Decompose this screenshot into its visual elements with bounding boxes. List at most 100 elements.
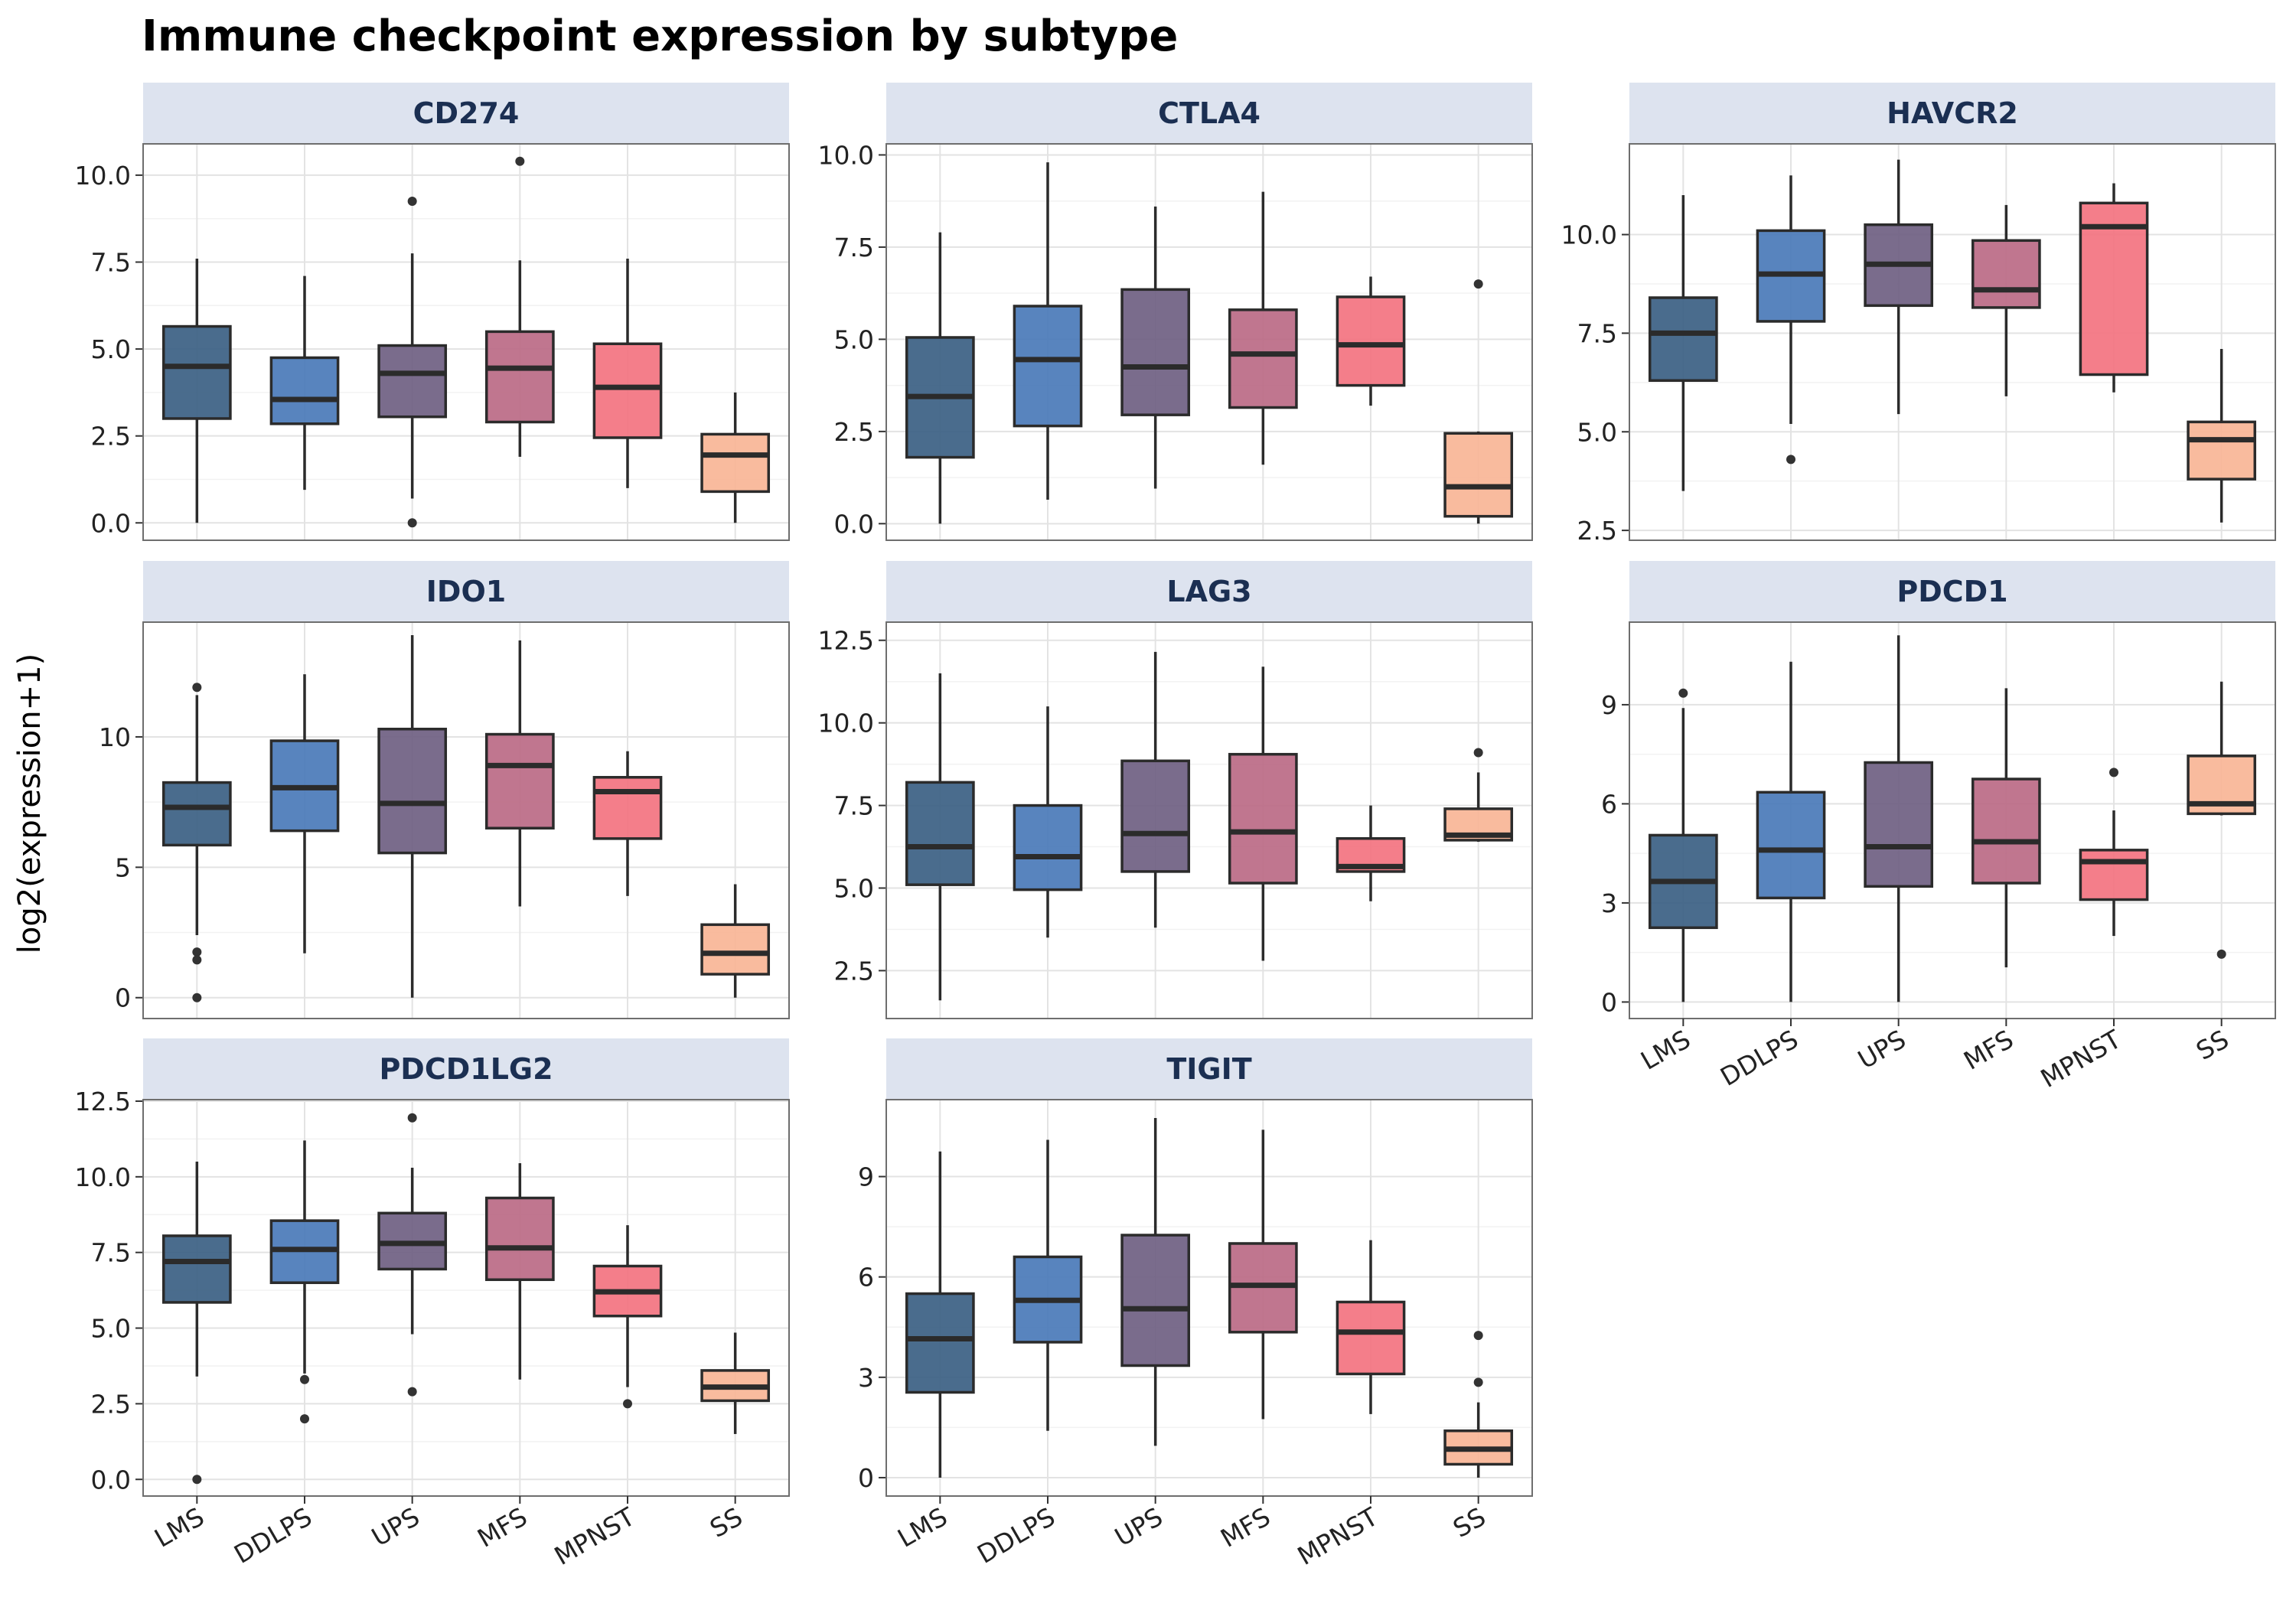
box-ss bbox=[700, 392, 771, 523]
x-tick-label: MFS bbox=[1215, 1501, 1275, 1553]
box-body bbox=[377, 727, 448, 855]
y-tick-label: 3 bbox=[858, 1363, 874, 1393]
box-ddlps bbox=[269, 674, 340, 953]
y-tick-label: 7.5 bbox=[1577, 318, 1617, 348]
facet-strip bbox=[1629, 561, 2275, 622]
box-lms bbox=[1648, 688, 1718, 1002]
facet-strip-label: PDCD1 bbox=[1896, 575, 2007, 608]
panel-ido1: IDO1 0 5 10 bbox=[99, 561, 790, 1019]
y-axis-label: log2(expression+1) bbox=[12, 654, 47, 953]
box-body bbox=[1013, 804, 1083, 892]
x-tick-label: MPNST bbox=[550, 1501, 641, 1571]
y-tick-label: 7.5 bbox=[91, 247, 131, 277]
box-ups bbox=[377, 196, 448, 528]
box-ddlps bbox=[269, 1140, 340, 1424]
outlier-point bbox=[2109, 768, 2118, 777]
box-mfs bbox=[1228, 191, 1298, 465]
panel-border bbox=[1629, 143, 2276, 541]
x-tick-label: SS bbox=[2191, 1024, 2234, 1066]
plot-area bbox=[1629, 622, 2275, 1019]
box-lms bbox=[905, 1151, 975, 1478]
y-tick-label: 12.5 bbox=[818, 626, 874, 656]
box-ddlps bbox=[269, 275, 340, 491]
x-tick-label: DDLPS bbox=[972, 1501, 1060, 1570]
panel-ctla4: CTLA4 0.0 2.5 5.0 7.5 10.0 bbox=[818, 83, 1533, 541]
x-tick-label: SS bbox=[705, 1501, 748, 1543]
y-tick-label: 0.0 bbox=[91, 508, 131, 538]
facet-strip-label: IDO1 bbox=[426, 575, 506, 608]
box-lms bbox=[161, 1162, 232, 1485]
box-ddlps bbox=[1013, 706, 1083, 938]
box-mfs bbox=[484, 156, 555, 457]
plot-area bbox=[886, 622, 1532, 1019]
y-tick-label: 2.5 bbox=[1577, 516, 1617, 546]
box-lms bbox=[161, 258, 232, 523]
box-body bbox=[484, 330, 555, 424]
box-body bbox=[592, 342, 663, 439]
x-tick-label: LMS bbox=[149, 1501, 209, 1553]
box-body bbox=[2079, 849, 2149, 901]
facet-strip-label: LAG3 bbox=[1166, 575, 1251, 608]
facet-strip bbox=[143, 1038, 789, 1100]
outlier-point bbox=[192, 683, 202, 693]
box-mfs bbox=[1971, 688, 2041, 968]
panel-cd274: CD274 0.0 2.5 5.0 7.5 10.0 bbox=[75, 83, 790, 541]
outlier-point bbox=[2216, 949, 2226, 959]
facet-strip bbox=[1629, 83, 2275, 144]
y-tick-label: 0.0 bbox=[91, 1465, 131, 1495]
box-lms bbox=[1648, 195, 1718, 491]
y-tick-label: 10.0 bbox=[818, 709, 874, 738]
box-body bbox=[1336, 295, 1406, 387]
plot-area bbox=[886, 1100, 1532, 1496]
box-body bbox=[1971, 777, 2041, 885]
y-tick-label: 7.5 bbox=[91, 1238, 131, 1268]
outlier-point bbox=[1473, 279, 1483, 289]
outlier-point bbox=[300, 1414, 309, 1424]
y-tick-label: 0 bbox=[1601, 987, 1617, 1017]
box-ddlps bbox=[1756, 661, 1826, 1002]
box-ss bbox=[1443, 1331, 1514, 1478]
y-tick-label: 7.5 bbox=[834, 233, 874, 262]
x-tick-label: UPS bbox=[1853, 1024, 1911, 1074]
x-tick-label: LMS bbox=[1636, 1024, 1695, 1076]
box-body bbox=[1228, 308, 1298, 409]
box-body bbox=[700, 923, 771, 976]
outlier-point bbox=[515, 156, 525, 166]
plot-area bbox=[886, 144, 1532, 540]
box-ups bbox=[1120, 651, 1191, 928]
x-tick-label: DDLPS bbox=[229, 1501, 317, 1570]
panel-border bbox=[885, 1099, 1533, 1497]
plot-area bbox=[143, 1100, 789, 1496]
outlier-point bbox=[1473, 1331, 1483, 1341]
box-ss bbox=[1443, 748, 1514, 843]
box-body bbox=[161, 781, 232, 847]
y-tick-label: 10 bbox=[99, 722, 131, 752]
x-tick-label: MFS bbox=[472, 1501, 532, 1553]
box-body bbox=[1120, 288, 1191, 416]
y-tick-label: 6 bbox=[858, 1263, 874, 1292]
y-tick-label: 10.0 bbox=[818, 140, 874, 170]
box-body bbox=[269, 356, 340, 425]
x-tick-label: DDLPS bbox=[1715, 1024, 1803, 1092]
box-body bbox=[377, 344, 448, 419]
facet-strip bbox=[886, 1038, 1532, 1100]
box-lms bbox=[905, 673, 975, 1001]
outlier-point bbox=[192, 947, 202, 957]
facet-strip-label: CD274 bbox=[413, 96, 520, 130]
panel-border bbox=[142, 143, 790, 541]
box-body bbox=[1864, 761, 1934, 888]
y-tick-label: 2.5 bbox=[91, 422, 131, 451]
y-tick-label: 9 bbox=[858, 1162, 874, 1192]
box-body bbox=[2187, 420, 2257, 481]
outlier-point bbox=[1786, 455, 1795, 464]
box-mfs bbox=[484, 640, 555, 907]
outlier-point bbox=[407, 1113, 417, 1123]
y-tick-label: 12.5 bbox=[75, 1087, 131, 1116]
outlier-point bbox=[407, 518, 417, 528]
box-body bbox=[161, 324, 232, 420]
outlier-point bbox=[407, 196, 417, 206]
box-ddlps bbox=[1013, 162, 1083, 500]
outlier-point bbox=[192, 993, 202, 1002]
box-body bbox=[905, 1292, 975, 1394]
